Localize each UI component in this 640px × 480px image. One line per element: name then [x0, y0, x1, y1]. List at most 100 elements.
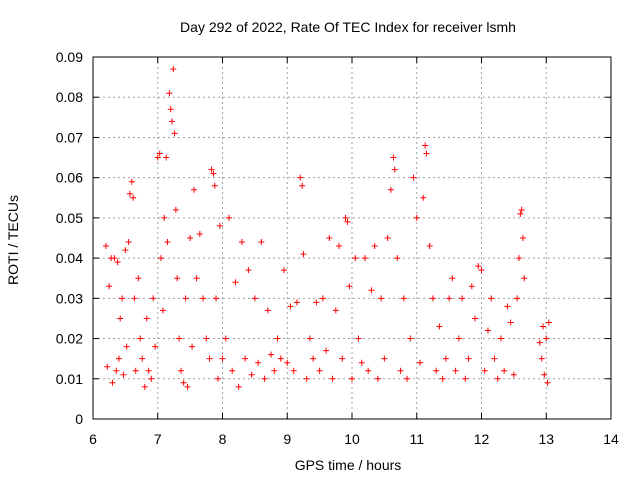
data-point [117, 315, 124, 322]
y-tick-label: 0.06 [56, 170, 83, 186]
data-point [176, 335, 183, 342]
data-point [371, 243, 378, 250]
data-point [439, 375, 446, 382]
x-tick-label: 8 [219, 431, 227, 447]
data-point [426, 243, 433, 250]
data-point [416, 359, 423, 366]
data-point [519, 235, 526, 241]
data-point [433, 367, 440, 374]
data-point [211, 182, 218, 189]
y-tick-label: 0.03 [56, 290, 83, 306]
data-point [137, 335, 144, 342]
data-point [349, 375, 355, 382]
data-point [219, 355, 226, 362]
data-point [128, 178, 135, 185]
data-point [114, 259, 121, 266]
data-point [455, 335, 462, 342]
data-point [378, 295, 385, 302]
data-point [191, 186, 198, 193]
data-point [145, 367, 152, 374]
data-point [229, 367, 236, 374]
data-point [189, 343, 196, 350]
data-point [381, 355, 388, 362]
data-point [277, 355, 284, 362]
data-point [148, 375, 155, 382]
data-point [143, 315, 150, 322]
data-point [423, 150, 430, 157]
data-point [248, 371, 255, 378]
data-point [387, 186, 394, 193]
data-point [462, 375, 469, 382]
x-tick-label: 9 [283, 431, 291, 447]
data-point [358, 359, 365, 366]
data-point [106, 283, 113, 290]
data-point [261, 375, 268, 382]
data-point [491, 355, 498, 362]
data-point [413, 214, 420, 221]
data-point [167, 106, 174, 113]
data-point [242, 355, 249, 362]
data-point [336, 243, 343, 250]
x-tick-label: 14 [603, 431, 619, 447]
data-point [391, 166, 398, 173]
data-point [478, 267, 485, 274]
data-point [196, 230, 203, 237]
x-tick-label: 11 [409, 431, 424, 447]
plot-frame [92, 56, 612, 420]
data-point [171, 130, 178, 137]
data-point [193, 275, 200, 282]
data-point [510, 371, 517, 378]
x-tick-label: 12 [474, 431, 490, 447]
data-point [344, 218, 351, 225]
data-point [484, 327, 491, 334]
data-point [365, 367, 372, 374]
y-tick-label: 0.05 [56, 210, 83, 226]
x-axis-label: GPS time / hours [295, 457, 402, 473]
data-point [102, 243, 109, 250]
data-point [397, 367, 404, 374]
data-point [361, 255, 368, 262]
data-point [156, 150, 163, 157]
y-tick-label: 0.02 [56, 331, 83, 347]
data-point [518, 206, 525, 213]
data-point [303, 375, 310, 382]
data-point [271, 367, 278, 374]
data-point [521, 275, 528, 282]
data-point [538, 355, 545, 362]
data-point [459, 295, 466, 302]
data-point [111, 255, 118, 262]
data-point [390, 154, 397, 161]
data-point [163, 154, 170, 161]
data-point [465, 355, 472, 362]
data-point [374, 375, 381, 382]
data-point [206, 355, 213, 362]
x-tick-label: 10 [344, 431, 360, 447]
y-tick-label: 0.07 [56, 129, 83, 145]
data-point [208, 166, 215, 173]
y-tick-label: 0.04 [56, 250, 83, 266]
data-point [161, 214, 168, 221]
x-tick-label: 6 [89, 431, 97, 447]
data-point [436, 323, 443, 330]
data-point [180, 379, 187, 386]
grid-lines [93, 57, 611, 419]
data-point [319, 295, 326, 302]
data-point [475, 263, 482, 270]
data-point [517, 210, 524, 217]
data-point [174, 275, 181, 282]
data-point [332, 307, 339, 314]
data-point [342, 214, 349, 221]
data-point [306, 335, 313, 342]
data-point [339, 355, 346, 362]
data-point [284, 359, 291, 366]
data-point [122, 247, 129, 254]
data-point [152, 343, 159, 350]
data-point [200, 295, 207, 302]
data-point [494, 375, 501, 382]
data-point [235, 383, 242, 390]
y-tick-label: 0.01 [56, 371, 83, 387]
data-point [245, 267, 252, 274]
y-tick-label: 0.08 [56, 89, 83, 105]
data-point [255, 359, 262, 366]
